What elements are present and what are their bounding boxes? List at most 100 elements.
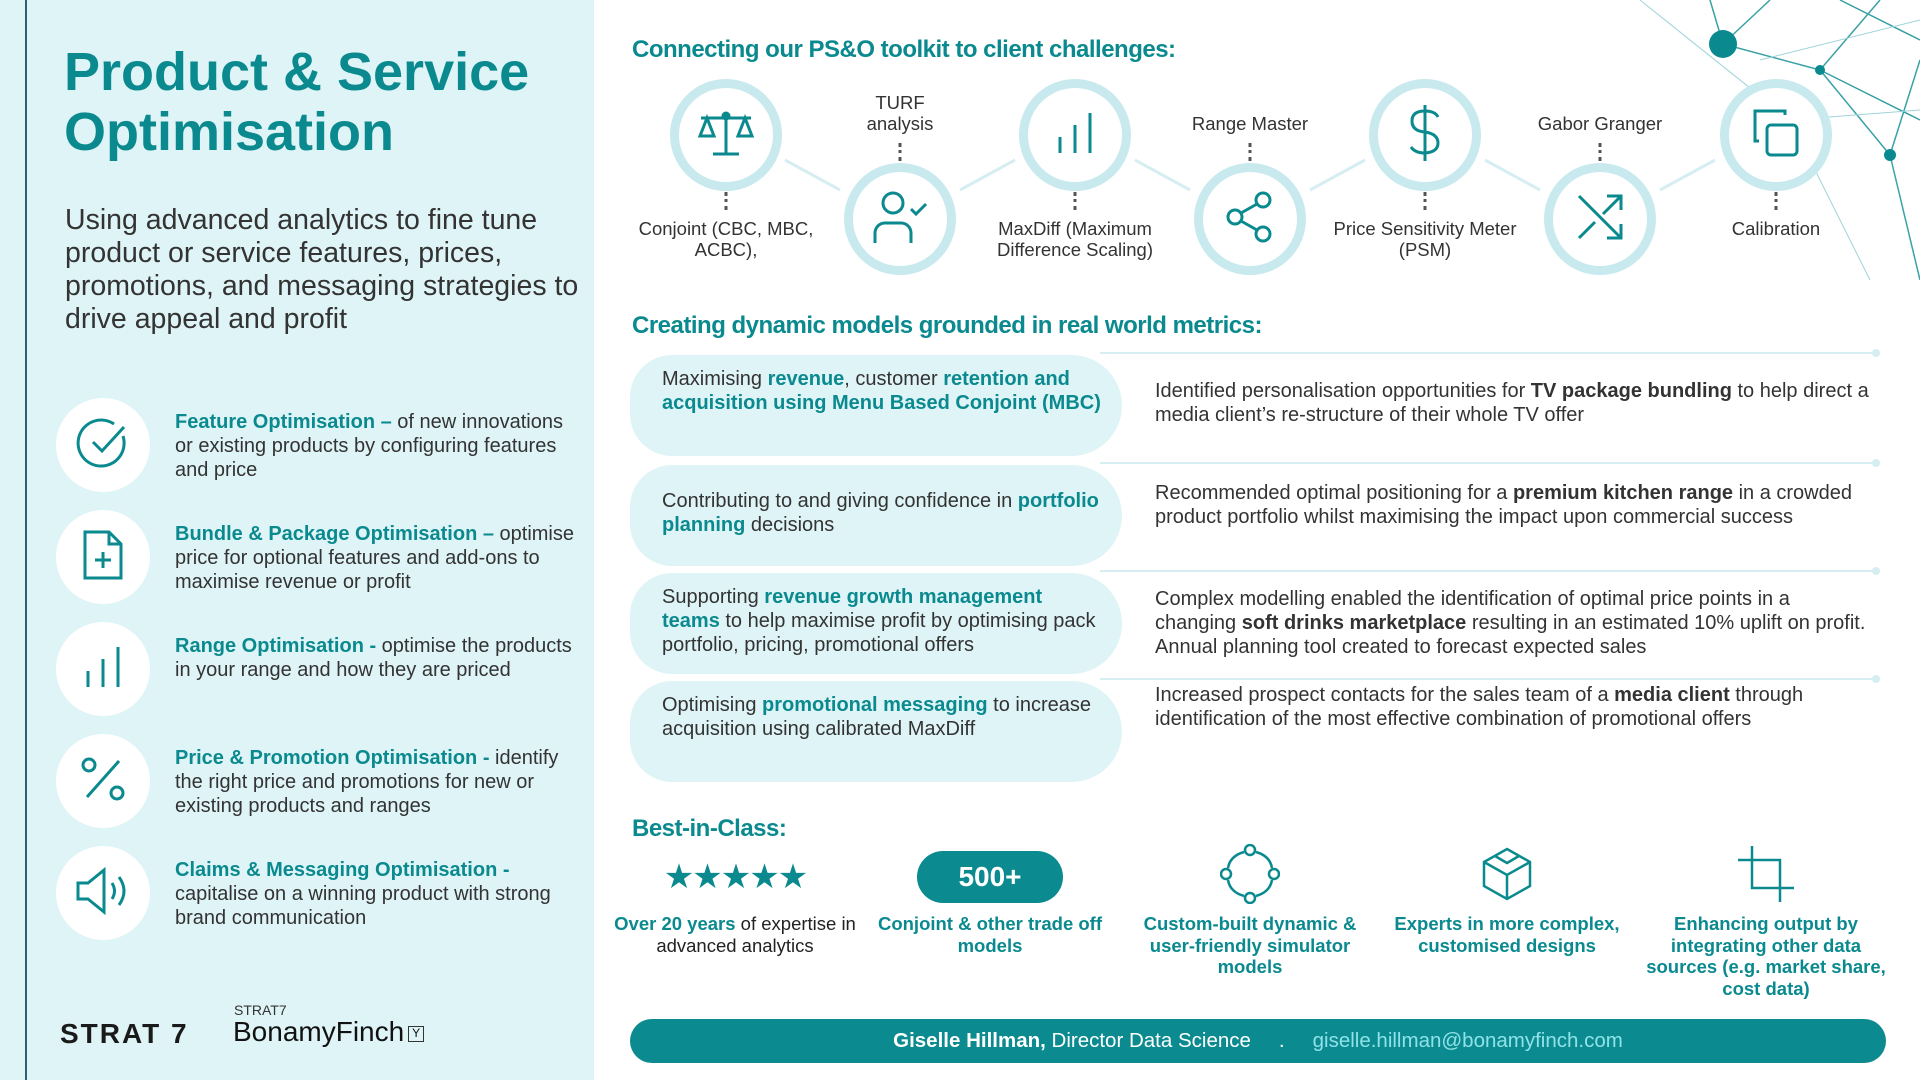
bonamyfinch-logo-text: BonamyFinch — [233, 1016, 405, 1047]
best-icon-wrap — [1666, 845, 1866, 907]
page-subtitle: Using advanced analytics to fine tune pr… — [65, 204, 579, 335]
model-outcome: Identified personalisation opportunities… — [1155, 379, 1875, 427]
row-text-segment: decisions — [745, 514, 835, 536]
row-text-segment: revenue — [767, 368, 845, 390]
feature-heading: Price & Promotion Optimisation - — [175, 747, 490, 769]
best-item-bold: Custom-built dynamic & user-friendly sim… — [1143, 913, 1357, 977]
best-heading: Best-in-Class: — [632, 815, 787, 842]
best-item-bold: Enhancing output by integrating other da… — [1646, 913, 1886, 999]
best-item: Experts in more complex, customised desi… — [1382, 913, 1632, 956]
row-divider — [1100, 678, 1878, 680]
feature-description: optimise the products in your range and … — [175, 635, 572, 681]
model-challenge: Optimising promotional messaging to incr… — [630, 681, 1122, 782]
row-text-segment: through identification of the most effec… — [1155, 684, 1804, 730]
feature-heading: Feature Optimisation – — [175, 411, 392, 433]
dotted-connector — [724, 192, 728, 210]
row-text-segment: soft drinks marketplace — [1241, 612, 1467, 634]
feature-icon-circle — [56, 734, 150, 828]
best-icon-wrap: ★★★★★ — [635, 846, 835, 908]
model-outcome: Complex modelling enabled the identifica… — [1155, 587, 1875, 659]
feature-item: Bundle & Package Optimisation – optimise… — [175, 522, 585, 594]
best-item: Custom-built dynamic & user-friendly sim… — [1125, 913, 1375, 978]
feature-item: Price & Promotion Optimisation - identif… — [175, 746, 585, 818]
feature-icon-circle — [56, 846, 150, 940]
toolkit-circle — [844, 163, 956, 275]
row-text-segment: retention and acquisition using Menu Bas… — [662, 368, 1101, 414]
dotted-connector — [1598, 143, 1602, 161]
row-text-segment: , customer — [844, 368, 944, 390]
row-divider-dot — [1872, 567, 1880, 575]
row-text-segment: Contributing to and giving confidence in — [662, 490, 1018, 512]
crop-icon — [1736, 844, 1796, 909]
best-item-bold: Experts in more complex, customised desi… — [1394, 913, 1620, 956]
copy-icon — [1751, 107, 1801, 164]
row-text-segment: to increase acquisition using calibrated… — [662, 694, 1092, 740]
bonamyfinch-logo-prefix: STRAT7 — [234, 1002, 287, 1018]
feature-heading: Range Optimisation - — [175, 635, 377, 657]
row-text-segment: premium kitchen range — [1512, 482, 1734, 504]
row-text-segment: Identified personalisation opportunities… — [1155, 380, 1531, 402]
bonamyfinch-logo: BonamyFinch Y — [233, 1016, 425, 1048]
row-text-segment: portfolio planning — [662, 490, 1099, 536]
contact-email-link[interactable]: giselle.hillman@bonamyfinch.com — [1312, 1029, 1623, 1052]
five-stars-icon: ★★★★★ — [663, 858, 808, 896]
finch-icon: Y — [408, 1025, 425, 1042]
percent-icon — [79, 755, 127, 808]
toolkit-circle — [670, 79, 782, 191]
feature-description: of new innovations or existing products … — [175, 411, 563, 481]
toolkit-circle — [1019, 79, 1131, 191]
dotted-connector — [1423, 192, 1427, 210]
row-divider-dot — [1872, 349, 1880, 357]
best-item-text: of expertise in advanced analytics — [656, 913, 856, 956]
share-icon — [1225, 190, 1275, 249]
toolkit-label: Range Master — [1191, 113, 1309, 134]
badge-500: 500+ — [917, 851, 1063, 903]
bar-chart-icon — [1055, 111, 1095, 160]
strat7-logo: STRAT 7 — [60, 1018, 189, 1049]
row-divider-dot — [1872, 675, 1880, 683]
row-text-segment: revenue growth management teams — [662, 586, 1043, 632]
speaker-icon — [74, 866, 132, 921]
user-check-icon — [871, 189, 929, 250]
shuffle-icon — [1575, 192, 1625, 247]
best-item: Enhancing output by integrating other da… — [1641, 913, 1891, 999]
feature-item: Range Optimisation - optimise the produc… — [175, 634, 585, 682]
row-text-segment: to help maximise profit by optimising pa… — [662, 610, 1096, 656]
feature-heading: Bundle & Package Optimisation – — [175, 523, 494, 545]
dotted-connector — [1774, 192, 1778, 210]
row-text-segment: media client — [1614, 684, 1730, 706]
scales-icon — [695, 108, 757, 163]
toolkit-label: TURF analysis — [866, 92, 934, 134]
row-text-segment: in a crowded product portfolio whilst ma… — [1155, 482, 1852, 528]
check-circle-icon — [76, 416, 130, 475]
toolkit-circle — [1720, 79, 1832, 191]
feature-heading: Claims & Messaging Optimisation - — [175, 859, 510, 881]
best-item-bold: Conjoint & other trade off models — [877, 913, 1103, 956]
page-title: Product & Service Optimisation — [64, 42, 530, 162]
toolkit-label: MaxDiff (Maximum Difference Scaling) — [997, 218, 1153, 260]
model-challenge: Supporting revenue growth management tea… — [630, 573, 1122, 674]
file-plus-icon — [81, 528, 125, 587]
dotted-connector — [1248, 143, 1252, 161]
feature-description: capitalise on a winning product with str… — [175, 883, 551, 929]
row-text-segment: TV package bundling — [1530, 380, 1732, 402]
feature-icon-circle — [56, 510, 150, 604]
row-text-segment: Complex modelling enabled the identifica… — [1155, 588, 1790, 634]
toolkit-circle — [1369, 79, 1481, 191]
feature-description: identify the right price and promotions … — [175, 747, 559, 817]
row-text-segment: to help direct a media client’s re-struc… — [1155, 380, 1869, 426]
best-item-bold: Over 20 years — [614, 913, 736, 934]
best-icon-wrap: 500+ — [890, 846, 1090, 908]
row-text-segment: Recommended optimal positioning for a — [1155, 482, 1513, 504]
toolkit-label: Conjoint (CBC, MBC, ACBC), — [638, 218, 814, 260]
best-item: Conjoint & other trade off models — [865, 913, 1115, 956]
network-decoration-icon — [1640, 0, 1920, 281]
toolkit-connectors — [784, 158, 1716, 192]
row-text-segment: Maximising — [662, 368, 768, 390]
best-icon-wrap — [1150, 843, 1350, 907]
dotted-connector — [1073, 192, 1077, 210]
contact-bar: Giselle Hillman, Director Data Science .… — [630, 1019, 1886, 1063]
row-text-segment: Supporting — [662, 586, 765, 608]
row-text-segment: resulting in an estimated 10% uplift on … — [1155, 612, 1866, 658]
row-divider — [1100, 352, 1878, 354]
